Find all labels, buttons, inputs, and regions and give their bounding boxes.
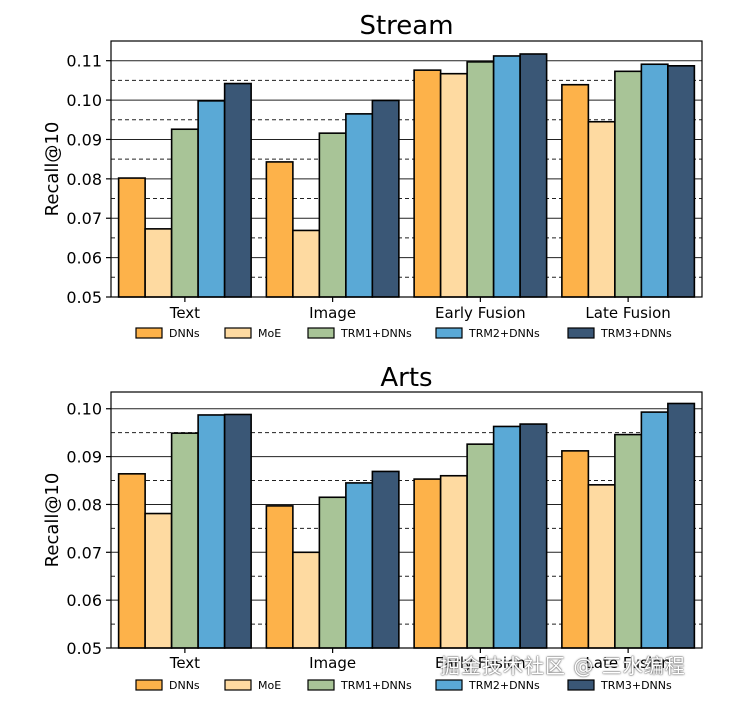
legend-label: TRM1+DNNs	[340, 327, 412, 340]
chart-title: Stream	[359, 11, 453, 41]
bar	[587, 484, 616, 649]
legend-swatch	[435, 327, 463, 339]
legend-swatch	[567, 679, 595, 691]
legend-swatch	[224, 679, 252, 691]
y-axis-label: Recall@10	[42, 122, 63, 217]
x-tick-label: Text	[169, 654, 200, 672]
x-tick-label: Early Fusion	[435, 304, 526, 322]
y-tick-label: 0.09	[66, 130, 102, 149]
bar	[117, 473, 146, 649]
bar	[561, 83, 590, 298]
bar	[117, 177, 146, 298]
bar	[614, 70, 643, 298]
y-tick-label: 0.10	[66, 91, 102, 110]
bar	[640, 411, 669, 649]
legend-label: TRM3+DNNs	[600, 679, 672, 692]
bar	[170, 432, 199, 649]
legend-label: TRM3+DNNs	[600, 327, 672, 340]
bar	[292, 551, 321, 649]
bar	[640, 63, 669, 298]
y-tick-label: 0.07	[66, 209, 102, 228]
bar	[292, 229, 321, 298]
legend-swatch	[224, 327, 252, 339]
bar	[413, 478, 442, 649]
legend-label: TRM2+DNNs	[468, 327, 540, 340]
y-tick-label: 0.05	[66, 639, 102, 658]
bar	[561, 450, 590, 649]
x-tick-label: Image	[309, 654, 356, 672]
x-tick-label: Image	[309, 304, 356, 322]
legend-swatch	[135, 327, 163, 339]
y-tick-label: 0.06	[66, 249, 102, 268]
bar	[197, 100, 226, 298]
bar	[144, 512, 173, 649]
chart-title: Arts	[380, 363, 432, 393]
bar	[413, 69, 442, 298]
x-tick-label: Text	[169, 304, 200, 322]
y-axis-label: Recall@10	[42, 473, 63, 568]
x-tick-label: Early Fusion	[435, 654, 526, 672]
bar	[519, 53, 548, 298]
bar	[614, 433, 643, 649]
bar	[587, 120, 616, 298]
legend-swatch	[307, 679, 335, 691]
bar	[197, 414, 226, 649]
bar	[492, 55, 521, 298]
chart-stream: Stream 0.05 0.06 0.07 0.08 0.09 0.10 0.11 Text Im…	[42, 11, 703, 340]
plot-frame	[110, 40, 703, 298]
legend-swatch	[435, 679, 463, 691]
chart-arts: Arts 0.05 0.06 0.07 0.08 0.09 0.10 Text Image Ear…	[42, 363, 703, 692]
bar	[318, 132, 347, 298]
bar	[439, 474, 468, 649]
legend-label: TRM1+DNNs	[340, 679, 412, 692]
watermark-text: 掘金技术社区 @ 三水编程	[440, 654, 686, 678]
bar	[667, 65, 696, 298]
bar	[265, 505, 294, 649]
bar	[466, 61, 495, 298]
bar	[170, 128, 199, 298]
bar	[466, 443, 495, 649]
legend-swatch	[567, 327, 595, 339]
bar	[345, 113, 374, 298]
x-tick-label: Late Fusion	[585, 304, 670, 322]
y-tick-label: 0.05	[66, 288, 102, 307]
y-tick-label: 0.10	[66, 400, 102, 419]
bar	[144, 228, 173, 298]
bar	[667, 402, 696, 649]
y-tick-label: 0.09	[66, 448, 102, 467]
bar	[318, 496, 347, 649]
y-tick-label: 0.07	[66, 543, 102, 562]
x-tick-label: Late Fusion	[585, 654, 670, 672]
legend-label: MoE	[258, 327, 281, 340]
bar	[223, 82, 252, 298]
y-tick-label: 0.06	[66, 591, 102, 610]
bar	[345, 482, 374, 649]
bar	[265, 161, 294, 298]
legend-label: DNNs	[169, 327, 200, 340]
y-tick-label: 0.11	[66, 52, 102, 71]
bar	[519, 423, 548, 649]
bar	[439, 72, 468, 298]
bar	[223, 413, 252, 649]
legend-swatch	[135, 679, 163, 691]
bar	[492, 425, 521, 649]
legend-swatch	[307, 327, 335, 339]
y-tick-label: 0.08	[66, 170, 102, 189]
bar	[371, 470, 400, 649]
legend-label: DNNs	[169, 679, 200, 692]
plot-frame	[110, 391, 703, 649]
y-tick-label: 0.08	[66, 495, 102, 514]
legend-label: MoE	[258, 679, 281, 692]
bar	[371, 99, 400, 298]
legend-label: TRM2+DNNs	[468, 679, 540, 692]
